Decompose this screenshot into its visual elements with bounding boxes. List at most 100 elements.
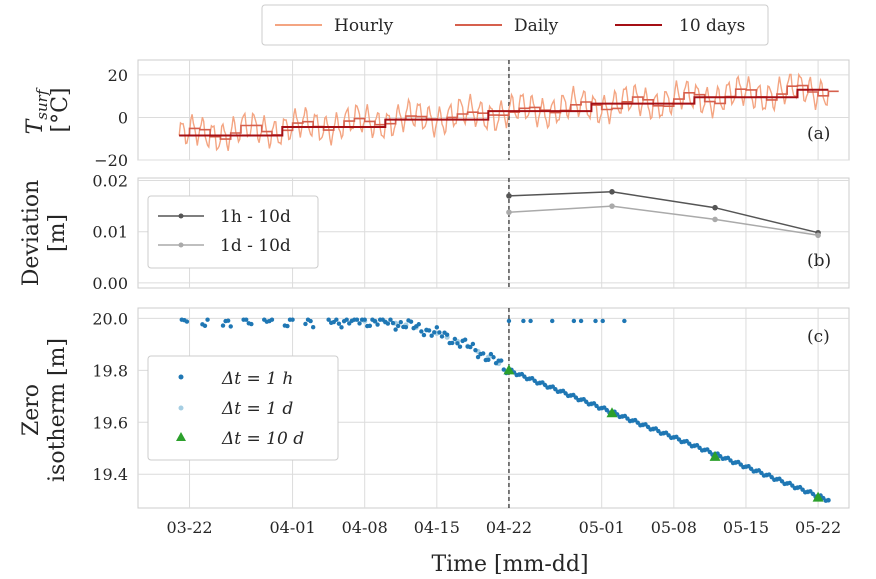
series-1h-point xyxy=(184,319,190,324)
x-tick-labels: 03-22 04-01 04-08 04-15 04-22 05-01 05-08 05-15… xyxy=(166,518,841,537)
series-1h-point xyxy=(362,317,367,322)
series-10d-marker xyxy=(709,450,721,461)
ylabel-b-line2: [m] xyxy=(45,214,70,252)
series-1h-point xyxy=(434,325,440,330)
series-1h-point xyxy=(367,323,373,329)
series-1h-point xyxy=(249,321,254,327)
panel-a-grid xyxy=(138,60,849,161)
series-1h-point xyxy=(243,317,249,322)
series-1h-point xyxy=(421,332,427,338)
series-1h-point xyxy=(491,355,496,360)
panel-a-plot xyxy=(178,60,839,160)
y-tick-label: 19.4 xyxy=(92,465,128,484)
series-1d-10d-line xyxy=(508,205,819,237)
panel-c-yticks: 19.4 19.6 19.8 20.0 xyxy=(92,309,128,484)
series-1h-point xyxy=(506,318,512,324)
y-tick-label: 0.00 xyxy=(92,274,128,293)
x-tick-label: 04-22 xyxy=(486,518,532,537)
series-1h-point xyxy=(202,323,208,328)
panel-b-plot xyxy=(506,178,821,288)
series-1h-point xyxy=(550,318,555,324)
series-1h-point xyxy=(308,318,313,324)
series-1h-point xyxy=(388,317,393,322)
series-1h-point xyxy=(220,323,226,328)
legend-c-label-1d: Δt = 1 d xyxy=(221,399,293,419)
panel-c-ylabel: Zero isotherm [m] xyxy=(19,338,70,482)
series-1h-point xyxy=(326,317,331,322)
ylabel-c-line2: isotherm [m] xyxy=(45,338,70,482)
x-tick-label: 05-15 xyxy=(723,518,769,537)
panel-b-tag: (b) xyxy=(807,251,831,271)
series-1h-point xyxy=(480,351,486,356)
legend-c-label-1h: Δt = 1 h xyxy=(221,369,293,389)
x-tick-label: 04-15 xyxy=(414,518,460,537)
ylabel-a-unit: [°C] xyxy=(48,88,73,133)
series-1h-point xyxy=(372,319,378,324)
x-tick-label: 04-01 xyxy=(270,518,316,537)
series-1h-point xyxy=(826,498,831,503)
series-1h-point xyxy=(339,325,344,330)
series-1h-point xyxy=(475,354,481,360)
series-1h-point xyxy=(344,317,349,322)
series-1h-point xyxy=(473,347,478,353)
series-1h-point xyxy=(416,322,421,327)
panel-a-ylabel: Tsurf [°C] xyxy=(23,87,73,134)
series-1h-point xyxy=(444,332,450,337)
series-hourly-line xyxy=(178,72,830,152)
series-1h-point xyxy=(357,321,362,326)
ylabel-a-sub: surf xyxy=(33,87,51,120)
panel-c-frame xyxy=(137,307,850,509)
y-tick-label: 0.02 xyxy=(92,172,128,191)
legend-b-label-1d: 1d - 10d xyxy=(220,236,291,256)
y-tick-label: 20 xyxy=(108,66,128,85)
series-1h-point xyxy=(228,324,233,329)
panel-a: (a) −20 0 20 Tsurf [°C] xyxy=(23,59,850,170)
legend-c-label-10d: Δt = 10 d xyxy=(221,429,304,449)
y-tick-label: 20.0 xyxy=(92,309,128,328)
series-1h-point xyxy=(455,341,460,346)
series-1d-10d-point xyxy=(506,209,512,216)
series-1h-point xyxy=(375,322,380,327)
ylabel-c-line1: Zero xyxy=(19,384,44,436)
legend-b: 1h - 10d 1d - 10d xyxy=(147,195,319,269)
panel-a-tag: (a) xyxy=(807,124,830,144)
x-tick-label: 03-22 xyxy=(166,518,212,537)
series-1h-10d-point xyxy=(609,189,615,195)
x-axis-label: Time [mm-dd] xyxy=(431,552,588,577)
series-1h-point xyxy=(432,330,437,335)
series-1h-point xyxy=(285,323,290,329)
series-1d-10d-point xyxy=(712,216,718,223)
legend-c-swatch-10d xyxy=(176,432,186,441)
panel-b-ylabel: Deviation [m] xyxy=(19,180,70,287)
panel-a-yticks: −20 0 20 xyxy=(94,66,128,170)
svg-text:Tsurf: Tsurf xyxy=(23,87,51,134)
series-1h-point xyxy=(439,334,445,339)
series-1h-point xyxy=(419,329,424,334)
series-1h-10d-point xyxy=(712,204,718,211)
y-tick-label: 0.01 xyxy=(92,223,128,242)
panel-b-frame xyxy=(137,177,850,289)
series-1h-point xyxy=(486,357,491,363)
panel-b: (b) 0.00 0.01 0.02 Deviation [m] 1h - 10d … xyxy=(19,172,850,293)
panel-c: (c) 19.4 19.6 19.8 20.0 Zero isotherm [m] Δ… xyxy=(19,307,850,509)
series-1h-point xyxy=(488,351,494,357)
series-10d-marker xyxy=(503,364,515,375)
series-1h-point xyxy=(393,327,398,332)
legend-c-swatch-1h xyxy=(178,374,184,380)
series-1h-10d-line xyxy=(508,191,819,234)
series-1h-point xyxy=(450,340,455,346)
legend-label-10days: 10 days xyxy=(679,16,745,36)
series-1h-point xyxy=(385,321,391,326)
series-1h-point xyxy=(429,333,434,338)
y-tick-label: 0 xyxy=(118,108,128,127)
series-1h-point xyxy=(408,319,414,324)
series-1h-point xyxy=(457,344,463,349)
series-1h-point xyxy=(334,317,339,322)
series-1d-10d-point xyxy=(609,203,615,209)
series-1h-point xyxy=(390,320,396,326)
series-10d-marker xyxy=(812,491,824,502)
y-tick-label: −20 xyxy=(94,151,128,170)
series-1h-point xyxy=(462,337,468,342)
series-1h-point xyxy=(600,318,605,324)
series-1h-point xyxy=(528,318,533,324)
